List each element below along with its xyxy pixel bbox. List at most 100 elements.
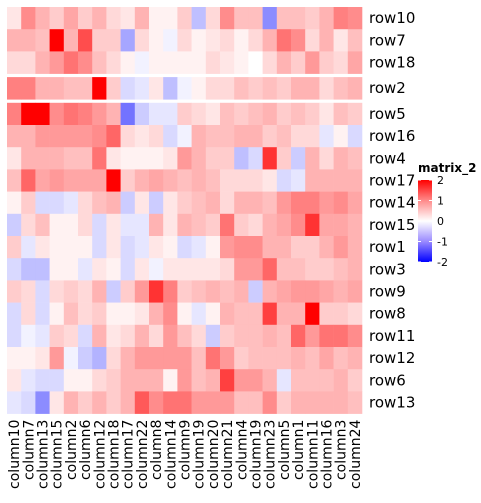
heatmap-cell [333, 369, 349, 392]
heatmap-cell [177, 347, 192, 370]
heatmap-cell [220, 51, 235, 74]
heatmap-cell [248, 29, 263, 52]
heatmap-cell [262, 77, 278, 100]
heatmap-cell [305, 77, 320, 100]
heatmap-cell [78, 191, 93, 215]
heatmap-cell [149, 213, 164, 237]
heatmap-cell [248, 369, 263, 392]
heatmap-cell [347, 125, 363, 148]
heatmap-cell [319, 391, 334, 414]
heatmap-cell [35, 7, 50, 30]
heatmap-cell [205, 169, 221, 192]
heatmap-cell [276, 169, 292, 192]
heatmap-cell [234, 29, 249, 52]
column-label: column12 [92, 420, 108, 489]
heatmap-cell [35, 302, 50, 326]
heatmap-cell [35, 51, 50, 74]
row-label: row12 [369, 349, 415, 367]
heatmap-cell [149, 77, 164, 100]
legend-tick-label: 2 [437, 174, 444, 187]
heatmap-cell [248, 125, 263, 148]
heatmap-cell [205, 213, 221, 237]
heatmap-cell [106, 236, 121, 259]
heatmap-cell [78, 77, 93, 100]
heatmap-cell [248, 191, 263, 215]
heatmap-cell [49, 77, 65, 100]
heatmap-cell [63, 169, 79, 192]
heatmap-cell [106, 102, 121, 126]
heatmap-cell [262, 302, 278, 326]
heatmap-cell [333, 391, 349, 414]
heatmap-cell [248, 102, 263, 126]
heatmap-cell [347, 213, 363, 237]
heatmap-cell [276, 324, 292, 348]
heatmap-cell [92, 51, 107, 74]
heatmap-cell [177, 324, 192, 348]
heatmap-cell [291, 213, 306, 237]
heatmap-cell [35, 77, 50, 100]
column-label: column22 [135, 420, 151, 489]
heatmap-cell [291, 29, 306, 52]
heatmap-cell [78, 213, 93, 237]
heatmap-cell [276, 191, 292, 215]
heatmap-cell [305, 125, 320, 148]
heatmap-cell [35, 347, 50, 370]
heatmap-cell [291, 324, 306, 348]
heatmap-cell [78, 125, 93, 148]
row-labels: row10 row7 row18 row2 row5 row16 row4 row17 row1… [369, 9, 415, 411]
heatmap-cell [291, 391, 306, 414]
heatmap-cell [92, 213, 107, 237]
heatmap-cell [333, 213, 349, 237]
heatmap-cell [220, 302, 235, 326]
heatmap-cells [7, 7, 363, 414]
heatmap-cell [333, 236, 349, 259]
heatmap-cell [248, 77, 263, 100]
column-label: column6 [78, 420, 94, 481]
heatmap-cell [347, 77, 363, 100]
heatmap-cell [21, 29, 36, 52]
heatmap-cell [92, 147, 107, 170]
heatmap-cell [7, 391, 22, 414]
heatmap-cell [319, 77, 334, 100]
column-labels: column10column7column13column15column2co… [7, 420, 364, 489]
heatmap-cell [177, 213, 192, 237]
heatmap-cell [177, 302, 192, 326]
heatmap-cell [248, 51, 263, 74]
heatmap-cell [305, 324, 320, 348]
column-label: column17 [121, 420, 137, 489]
heatmap-cell [319, 347, 334, 370]
heatmap-cell [163, 7, 178, 30]
column-label: column10 [7, 420, 23, 489]
heatmap-cell [177, 51, 192, 74]
heatmap-cell [49, 125, 65, 148]
heatmap-cell [134, 125, 150, 148]
heatmap-cell [78, 258, 93, 281]
row-label: row15 [369, 216, 415, 234]
heatmap-cell [21, 125, 36, 148]
heatmap-cell [205, 29, 221, 52]
heatmap-cell [120, 347, 136, 370]
heatmap-cell [205, 51, 221, 74]
column-label: column1 [291, 420, 307, 480]
heatmap-cell [149, 369, 164, 392]
heatmap-cell [78, 302, 93, 326]
heatmap-cell [49, 102, 65, 126]
heatmap-cell [205, 147, 221, 170]
row-label: row17 [369, 172, 415, 190]
heatmap-cell [291, 280, 306, 303]
heatmap-cell [305, 280, 320, 303]
row-label: row1 [369, 238, 406, 256]
heatmap-cell [234, 51, 249, 74]
heatmap-cell [347, 280, 363, 303]
column-label: column19 [249, 420, 265, 489]
heatmap-cell [276, 29, 292, 52]
heatmap-cell [205, 125, 221, 148]
heatmap-cell [163, 391, 178, 414]
heatmap-cell [149, 258, 164, 281]
legend-ticks: 2 1 0 -1 -2 [418, 174, 448, 269]
heatmap-cell [305, 7, 320, 30]
heatmap-cell [35, 147, 50, 170]
heatmap-cell [49, 280, 65, 303]
heatmap-cell [333, 258, 349, 281]
